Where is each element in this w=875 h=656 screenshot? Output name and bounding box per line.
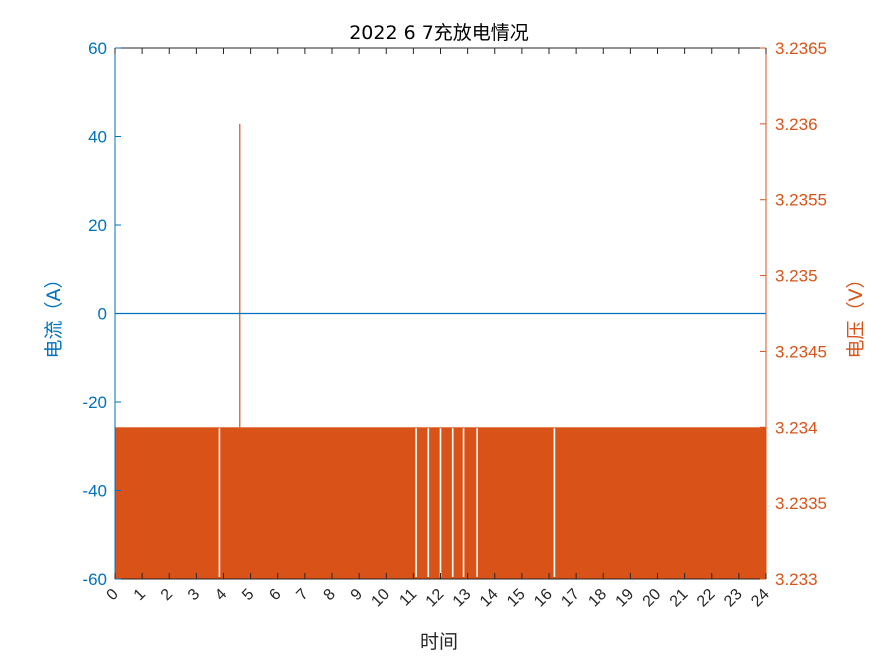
right-y-tick-label: 3.2345 [775, 342, 827, 361]
voltage-series [115, 123, 766, 579]
right-y-tick-label: 3.2365 [775, 39, 827, 58]
left-y-tick-label: 20 [88, 216, 107, 235]
x-tick-label: 0 [104, 586, 122, 604]
x-tick-label: 2 [158, 586, 176, 604]
right-y-axis-label: 电压（V） [845, 270, 867, 359]
x-tick-label: 14 [477, 586, 502, 611]
left-y-axis: 60 40 20 0 -20 -40 -60 [82, 39, 121, 589]
x-axis-label: 时间 [420, 631, 458, 653]
right-y-tick-label: 3.235 [775, 267, 818, 286]
x-tick-label: 5 [239, 586, 257, 604]
right-y-tick-label: 3.236 [775, 115, 818, 134]
x-tick-label: 20 [640, 586, 665, 611]
x-tick-label: 21 [667, 586, 692, 611]
x-tick-label: 4 [212, 586, 230, 604]
x-tick-label: 9 [348, 586, 366, 604]
chart-title: 2022 6 7充放电情况 [349, 22, 529, 44]
right-y-tick-label: 3.234 [775, 418, 818, 437]
right-y-axis: 3.2365 3.236 3.2355 3.235 3.2345 3.234 3.2335 3… [760, 39, 827, 589]
left-y-tick-label: -40 [82, 482, 107, 501]
x-tick-label: 8 [321, 586, 339, 604]
x-tick-label: 12 [423, 586, 448, 611]
left-y-tick-label: -60 [82, 570, 107, 589]
left-y-axis-label: 电流（A） [43, 270, 65, 359]
right-y-tick-label: 3.2355 [775, 191, 827, 210]
x-tick-label: 15 [504, 586, 529, 611]
left-y-tick-label: 60 [88, 39, 107, 58]
x-tick-label: 22 [694, 586, 719, 611]
x-tick-label: 7 [293, 586, 311, 604]
x-tick-label: 13 [450, 586, 475, 611]
x-tick-label: 6 [266, 586, 284, 604]
left-y-tick-label: 40 [88, 128, 107, 147]
left-y-tick-label: 0 [98, 305, 107, 324]
x-tick-label: 18 [585, 586, 610, 611]
x-tick-label: 17 [558, 586, 583, 611]
x-tick-label: 3 [185, 586, 203, 604]
right-y-tick-label: 3.233 [775, 570, 818, 589]
x-tick-label: 10 [368, 586, 393, 611]
x-tick-label: 11 [396, 586, 420, 610]
left-y-tick-label: -20 [82, 393, 107, 412]
right-y-tick-label: 3.2335 [775, 494, 827, 513]
x-tick-label: 24 [748, 586, 773, 611]
x-tick-label: 23 [721, 586, 746, 611]
x-tick-label: 19 [613, 586, 638, 611]
x-tick-label: 16 [531, 586, 556, 611]
x-tick-label: 1 [131, 586, 149, 604]
